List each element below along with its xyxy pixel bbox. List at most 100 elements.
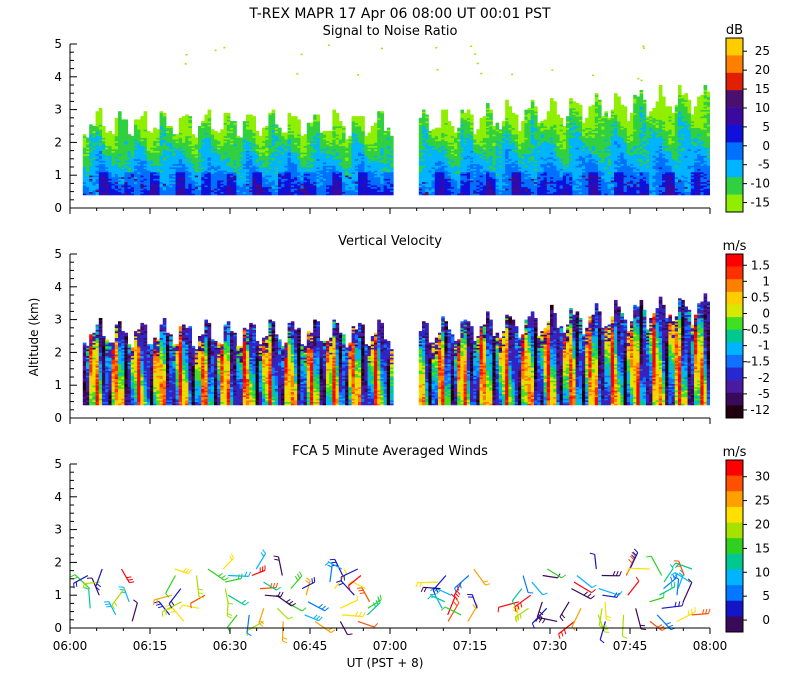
- snr-cell: [223, 181, 228, 184]
- snr-cell: [306, 137, 311, 140]
- snr-cell: [354, 119, 359, 122]
- snr-cell: [182, 189, 186, 192]
- snr-cell: [166, 142, 170, 145]
- snr-cell: [118, 134, 122, 137]
- snr-cell: [332, 163, 336, 166]
- snr-cell: [278, 155, 282, 158]
- snr-cell: [230, 176, 234, 179]
- snr-cell: [294, 181, 298, 184]
- snr-cell: [169, 145, 173, 148]
- snr-cell: [156, 129, 160, 132]
- snr-cell: [217, 191, 221, 194]
- snr-cell: [236, 180, 240, 183]
- snr-cell: [150, 193, 154, 196]
- snr-cell: [153, 130, 157, 133]
- snr-cell: [364, 135, 368, 138]
- snr-cell: [300, 142, 304, 145]
- snr-cell: [306, 145, 311, 148]
- snr-cell: [156, 157, 160, 160]
- snr-cell: [137, 181, 141, 184]
- snr-cell: [258, 153, 263, 156]
- snr-cell: [108, 137, 112, 140]
- snr-cell: [271, 144, 276, 147]
- snr-cell: [89, 171, 93, 174]
- snr-cell: [201, 147, 205, 150]
- snr-cell: [130, 162, 135, 165]
- snr-cell: [156, 142, 160, 145]
- snr-cell: [354, 140, 359, 143]
- snr-cell: [290, 191, 295, 194]
- snr-cell: [364, 178, 368, 181]
- snr-cell: [146, 173, 151, 176]
- snr-cell: [284, 132, 288, 135]
- snr-cell: [191, 191, 196, 194]
- snr-cell: [316, 191, 320, 194]
- snr-cell: [150, 165, 154, 168]
- snr-cell: [198, 193, 202, 196]
- snr-cell: [207, 155, 212, 158]
- snr-cell: [326, 158, 330, 161]
- snr-cell: [351, 171, 356, 174]
- snr-cell: [220, 165, 224, 168]
- snr-cell: [92, 188, 96, 191]
- snr-cell: [262, 173, 266, 176]
- snr-cell: [274, 178, 279, 181]
- snr-cell: [172, 134, 176, 137]
- snr-cell: [210, 153, 215, 156]
- snr-cell: [345, 191, 349, 194]
- snr-cell: [153, 170, 157, 173]
- snr-cell: [153, 140, 157, 143]
- snr-cell: [159, 189, 164, 192]
- snr-cell: [351, 165, 356, 168]
- snr-cell: [252, 150, 256, 153]
- snr-cell: [124, 165, 128, 168]
- snr-cell: [262, 144, 266, 147]
- snr-cell: [249, 114, 253, 117]
- snr-cell: [242, 135, 247, 138]
- snr-cell: [268, 117, 272, 120]
- snr-cell: [204, 140, 208, 143]
- snr-cell: [316, 116, 320, 119]
- snr-cell: [223, 114, 228, 117]
- snr-cell: [82, 139, 87, 142]
- snr-cell: [223, 126, 228, 129]
- snr-cell: [178, 162, 183, 165]
- snr-cell: [223, 193, 228, 196]
- snr-cell: [319, 140, 324, 143]
- snr-cell: [146, 171, 151, 174]
- snr-cell: [118, 147, 122, 150]
- snr-cell: [361, 147, 365, 150]
- snr-cell: [134, 134, 138, 137]
- snr-cell: [351, 191, 356, 194]
- snr-cell: [310, 173, 314, 176]
- snr-cell: [114, 129, 119, 132]
- snr-cell: [188, 116, 192, 119]
- snr-cell: [185, 155, 189, 158]
- snr-cell: [95, 158, 100, 161]
- snr-cell: [310, 144, 314, 147]
- snr-cell: [252, 171, 256, 174]
- snr-cell: [188, 121, 192, 124]
- snr-cell: [105, 158, 109, 161]
- snr-cell: [214, 167, 218, 170]
- snr-cell: [364, 157, 368, 160]
- snr-cell: [188, 170, 192, 173]
- snr-cell: [252, 165, 256, 168]
- snr-cell: [121, 144, 125, 147]
- snr-cell: [140, 137, 144, 140]
- snr-cell: [342, 129, 346, 132]
- snr-cell: [335, 165, 340, 168]
- snr-cell: [268, 186, 272, 189]
- snr-cell: [223, 176, 228, 179]
- snr-cell: [284, 165, 288, 168]
- snr-cell: [137, 186, 141, 189]
- snr-cell: [367, 185, 372, 188]
- snr-cell: [255, 181, 260, 184]
- snr-cell: [140, 132, 144, 135]
- snr-cell: [300, 163, 304, 166]
- snr-cell: [156, 185, 160, 188]
- snr-cell: [271, 109, 276, 112]
- snr-cell: [338, 189, 343, 192]
- snr-cell: [233, 167, 237, 170]
- snr-cell: [262, 129, 266, 132]
